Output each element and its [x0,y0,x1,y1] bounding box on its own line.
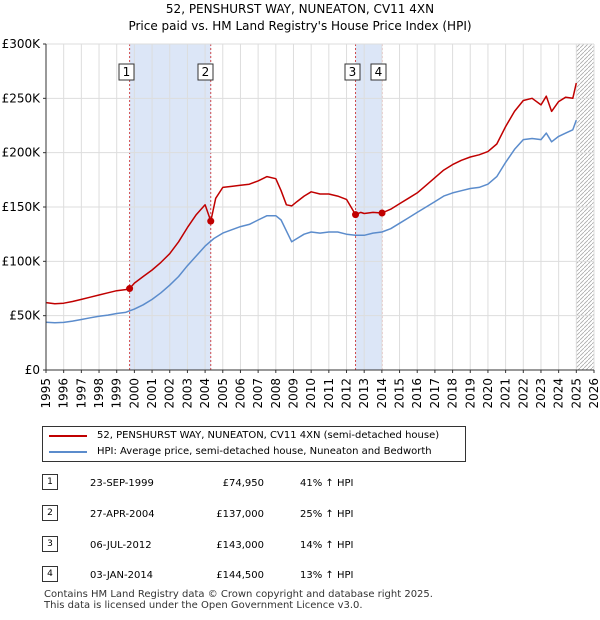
y-tick-label: £100K [2,254,42,268]
x-tick-label: 2003 [180,378,194,409]
x-tick-label: 2024 [552,378,566,409]
x-tick-label: 2004 [198,378,212,409]
chart-title: 52, PENSHURST WAY, NUNEATON, CV11 4XN Pr… [0,1,600,35]
sale-hpi-change: 41% ↑ HPI [300,478,354,489]
sale-number-box [197,63,214,81]
x-tick-label: 2016 [410,378,424,409]
x-tick-label: 2008 [269,378,283,409]
chart-title-line1: 52, PENSHURST WAY, NUNEATON, CV11 4XN [165,2,435,16]
x-tick-label: 2019 [463,378,477,409]
y-tick-label: £200K [2,146,42,160]
sale-price: £137,000 [216,509,264,520]
sale-date: 06-JUL-2012 [90,540,152,551]
sale-date: 27-APR-2004 [90,509,155,520]
x-tick-label: 2005 [216,378,230,409]
legend-swatch-property [49,435,87,437]
sale-price: £74,950 [222,478,264,489]
price-chart: 1 2 3 4 £0 £50K £100K £150K £200K £250K £300K 1995… [2,37,600,409]
sale-number-label: 1 [123,65,131,79]
x-tick-label: 2009 [286,378,300,409]
x-tick-label: 2023 [534,378,548,409]
x-tick-label: 2001 [145,378,159,409]
footer-attribution: Contains HM Land Registry data © Crown c… [44,589,433,611]
x-tick-label: 1998 [92,378,106,409]
x-tick-label: 2022 [516,378,530,409]
x-tick-label: 1996 [57,378,71,409]
sale-date: 23-SEP-1999 [90,478,154,489]
sale-hpi-change: 14% ↑ HPI [300,540,354,551]
x-tick-label: 2002 [163,378,177,409]
sale-number-label: 3 [349,65,357,79]
x-tick-label: 2000 [127,378,141,409]
sale-point-marker [126,285,134,293]
sale-number: 1 [42,474,58,490]
x-tick-label: 2020 [481,378,495,409]
y-tick-label: £150K [2,200,42,214]
sale-hpi-change: 13% ↑ HPI [300,570,354,581]
x-tick-label: 1997 [74,378,88,409]
x-tick-label: 2021 [499,378,513,409]
x-tick-label: 2012 [340,378,354,409]
x-tick-label: 2018 [446,378,460,409]
legend: 52, PENSHURST WAY, NUNEATON, CV11 4XN (s… [42,426,466,462]
y-tick-label: £300K [2,37,42,51]
sale-number: 4 [42,566,58,582]
y-tick-label: £50K [9,309,41,323]
x-tick-label: 2010 [304,378,318,409]
sale-number: 2 [42,505,58,521]
x-tick-label: 2007 [251,378,265,409]
x-tick-label: 2026 [587,378,600,409]
footer-line1: Contains HM Land Registry data © Crown c… [44,589,433,600]
sale-point-marker [352,211,360,219]
sale-number-box [370,63,387,81]
sale-hpi-change: 25% ↑ HPI [300,509,354,520]
sale-number-box [118,63,135,81]
x-tick-label: 1999 [110,378,124,409]
x-tick-label: 2013 [357,378,371,409]
sale-number-label: 2 [202,65,210,79]
legend-swatch-hpi [49,451,87,453]
x-tick-label: 2011 [322,378,336,409]
sale-number-label: 4 [375,65,383,79]
x-tick-label: 1995 [39,378,53,409]
y-tick-label: £0 [25,363,40,377]
legend-label-property: 52, PENSHURST WAY, NUNEATON, CV11 4XN (s… [97,430,440,441]
sale-date: 03-JAN-2014 [90,570,154,581]
sale-price: £143,000 [216,540,264,551]
x-tick-label: 2025 [569,378,583,409]
x-tick-label: 2006 [233,378,247,409]
sale-number-box [344,63,361,81]
chart-title-line2: Price paid vs. HM Land Registry's House … [128,19,472,33]
sale-point-marker [207,217,215,225]
legend-label-hpi: HPI: Average price, semi-detached house,… [97,446,432,457]
property-series-line [45,82,578,305]
sale-point-marker [378,209,386,217]
sale-price: £144,500 [216,570,264,581]
footer-line2: This data is licensed under the Open Gov… [44,600,363,611]
hpi-series-line [45,119,578,324]
x-tick-label: 2017 [428,378,442,409]
y-tick-label: £250K [2,91,42,105]
sale-number: 3 [42,536,58,552]
x-tick-label: 2014 [375,378,389,409]
x-tick-label: 2015 [393,378,407,409]
